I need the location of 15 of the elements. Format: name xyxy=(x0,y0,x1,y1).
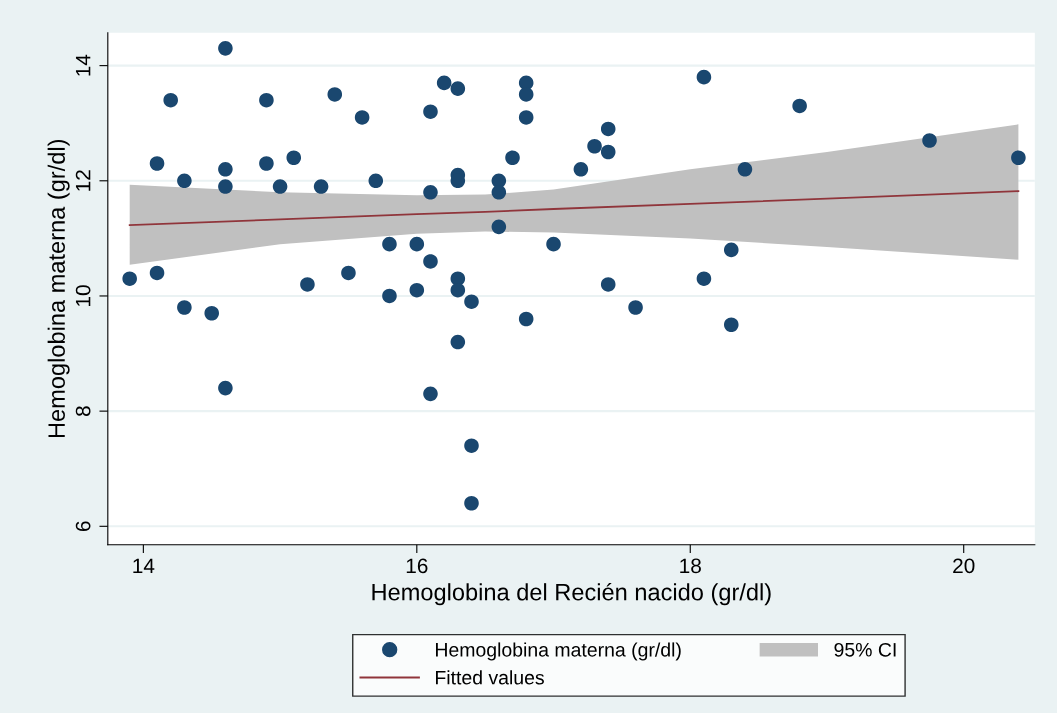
y-tick-label: 12 xyxy=(75,170,91,191)
legend-label: Hemoglobina materna (gr/dl) xyxy=(436,642,681,661)
y-axis-title: Hemoglobina materna (gr/dl) xyxy=(47,139,70,438)
x-tick-label: 18 xyxy=(680,558,701,574)
y-tick-label: 10 xyxy=(75,285,91,306)
x-axis-title: Hemoglobina del Recién nacido (gr/dl) xyxy=(372,582,771,606)
line-series xyxy=(128,190,1020,227)
y-tick-label: 8 xyxy=(75,406,91,417)
x-tick-label: 20 xyxy=(953,558,975,574)
y-tick-label: 6 xyxy=(75,521,91,532)
y-tick-label: 14 xyxy=(75,54,91,76)
text: 95% CI xyxy=(834,642,896,657)
x-tick-label: 14 xyxy=(133,558,155,574)
x-tick-label: 16 xyxy=(406,558,428,574)
legend-label: Fitted values xyxy=(436,670,544,685)
